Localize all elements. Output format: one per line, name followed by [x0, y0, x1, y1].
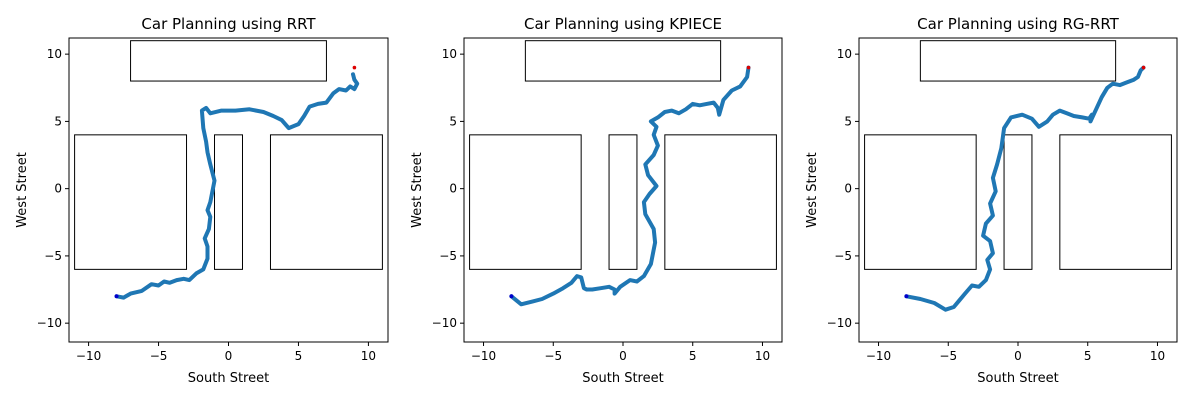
x-axis-label: South Street [188, 371, 269, 386]
chart-title: Car Planning using RRT [141, 15, 316, 33]
start-point [509, 294, 514, 299]
y-tick-label: 5 [844, 114, 852, 128]
y-tick-label: 10 [837, 47, 852, 61]
x-tick-label: 5 [689, 349, 697, 363]
obstacle-rect-1 [130, 40, 327, 82]
goal-point [352, 65, 357, 70]
x-tick-label: −5 [939, 349, 957, 363]
y-tick-label: 10 [442, 47, 457, 61]
x-tick-label: −10 [471, 349, 496, 363]
chart-title: Car Planning using RG-RRT [917, 15, 1119, 33]
x-tick-label: −10 [866, 349, 891, 363]
y-tick-label: 5 [54, 114, 62, 128]
y-axis-label: West Street [410, 152, 425, 228]
obstacle-rect-1 [919, 40, 1117, 82]
x-tick-label: 10 [1150, 349, 1165, 363]
x-axis-label: South Street [977, 371, 1058, 386]
y-tick-label: 0 [54, 182, 62, 196]
y-tick-label: −5 [44, 249, 62, 263]
y-axis-label: West Street [15, 152, 30, 228]
y-tick-label: −5 [439, 249, 457, 263]
x-tick-label: 5 [295, 349, 303, 363]
y-tick-label: −10 [37, 316, 62, 330]
start-point [904, 294, 909, 299]
obstacle-rect-3 [1003, 134, 1033, 270]
y-tick-label: 0 [844, 182, 852, 196]
planned-path-line [509, 65, 751, 307]
obstacle-rect-2 [864, 134, 977, 270]
subplot-2: Car Planning using KPIECE −10 −5 0 5 10 −10 −5 0… [410, 15, 783, 386]
x-tick-label: 0 [619, 349, 627, 363]
planned-path-line [904, 65, 1146, 312]
x-tick-label: −10 [76, 349, 101, 363]
y-tick-label: −10 [827, 316, 852, 330]
x-tick-label: 10 [755, 349, 770, 363]
y-tick-label: 10 [47, 47, 62, 61]
goal-point [746, 65, 751, 70]
x-tick-label: −5 [544, 349, 562, 363]
obstacle-rect-3 [608, 134, 638, 270]
subplot-3: Car Planning using RG-RRT −10 −5 0 5 10 −10 −5 0… [805, 15, 1178, 386]
start-point [114, 294, 119, 299]
obstacle-rect-4 [269, 134, 383, 270]
y-tick-label: −5 [834, 249, 852, 263]
obstacle-rect-4 [664, 134, 777, 270]
subplot-1: Car Planning using RRT −10 −5 0 5 10 −10 −5 0 5 10… [15, 15, 389, 386]
x-tick-label: 0 [1014, 349, 1022, 363]
x-tick-label: 0 [225, 349, 233, 363]
goal-point [1141, 65, 1146, 70]
x-tick-label: −5 [150, 349, 168, 363]
x-axis-label: South Street [582, 371, 663, 386]
chart-title: Car Planning using KPIECE [524, 15, 722, 33]
y-axis-label: West Street [805, 152, 820, 228]
y-tick-label: 0 [449, 182, 457, 196]
obstacle-rect-3 [214, 134, 243, 270]
obstacle-rect-1 [524, 40, 722, 82]
obstacle-rect-2 [74, 134, 188, 270]
x-tick-label: 10 [361, 349, 376, 363]
planned-path-line [114, 72, 360, 300]
obstacle-rect-4 [1059, 134, 1172, 270]
obstacle-rect-2 [469, 134, 582, 270]
x-tick-label: 5 [1084, 349, 1092, 363]
y-tick-label: −10 [432, 316, 457, 330]
y-tick-label: 5 [449, 114, 457, 128]
